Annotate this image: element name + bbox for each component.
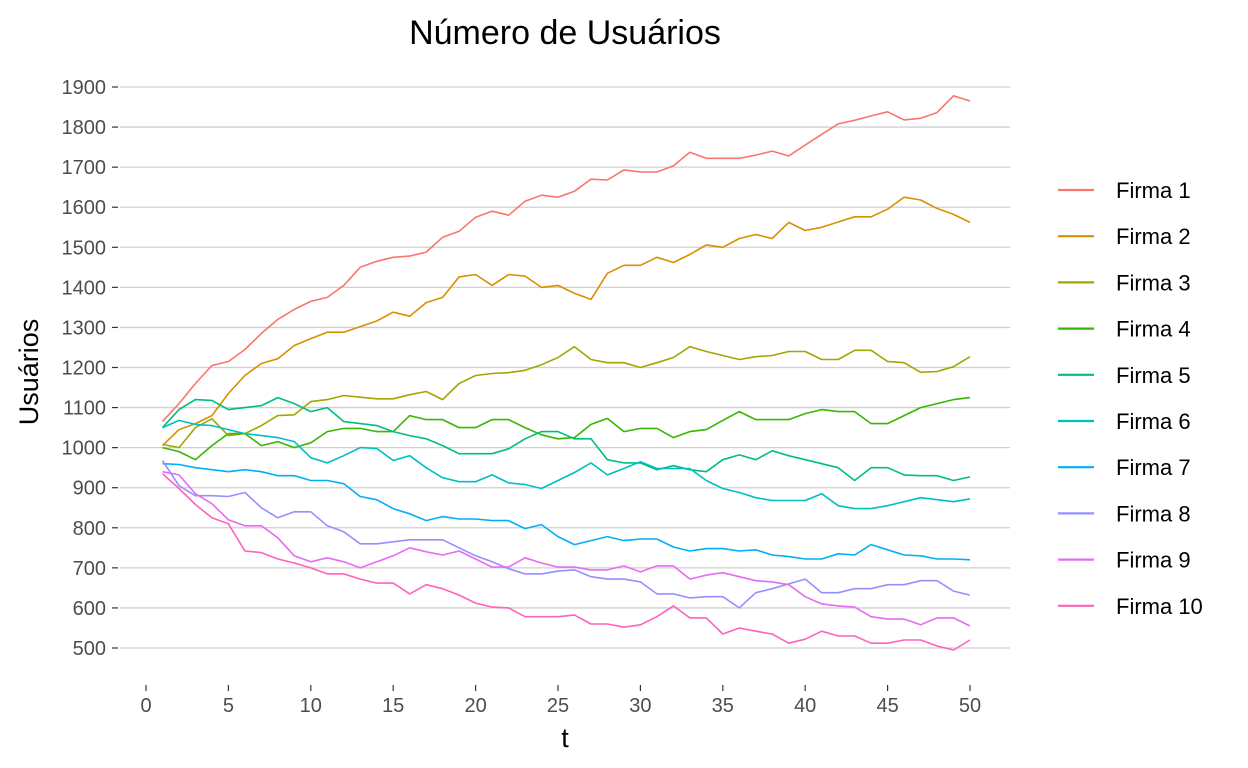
y-tick-label: 1400: [62, 277, 107, 299]
x-tick-label: 10: [300, 695, 322, 717]
y-tick-label: 800: [73, 518, 106, 540]
x-tick-label: 45: [876, 695, 898, 717]
series-line-firma-10: [161, 473, 971, 651]
legend-item-firma-10: Firma 10: [1058, 594, 1203, 619]
y-tick-label: 1100: [63, 398, 106, 420]
legend-item-firma-5: Firma 5: [1058, 363, 1191, 388]
y-axis-label: Usuários: [14, 319, 44, 426]
x-axis-label: t: [561, 723, 569, 753]
series-line-firma-4: [162, 396, 971, 461]
legend-item-firma-1: Firma 1: [1058, 178, 1191, 203]
series-line-firma-7: [162, 462, 971, 561]
y-tick-label: 900: [73, 478, 106, 500]
y-tick-label: 500: [73, 638, 106, 660]
legend-item-firma-3: Firma 3: [1058, 270, 1191, 295]
legend-item-firma-7: Firma 7: [1058, 455, 1191, 480]
y-tick-label: 1800: [62, 117, 107, 139]
legend-item-firma-9: Firma 9: [1058, 548, 1191, 573]
legend-item-firma-2: Firma 2: [1058, 224, 1191, 249]
legend-label: Firma 1: [1116, 178, 1191, 203]
legend-item-firma-8: Firma 8: [1058, 501, 1191, 526]
x-tick-label: 35: [712, 695, 734, 717]
grid: [120, 86, 1010, 649]
x-tick-label: 5: [223, 695, 234, 717]
x-axis: 0 5 10 15 20 25 30 35 40 45 50: [140, 685, 981, 717]
series-line-firma-1: [161, 95, 971, 423]
legend-label: Firma 8: [1116, 501, 1191, 526]
x-tick-label: 15: [382, 695, 404, 717]
y-tick-label: 700: [73, 558, 106, 580]
y-tick-label: 1600: [62, 197, 107, 219]
y-tick-label: 1300: [62, 317, 107, 339]
series-line-firma-5: [161, 396, 971, 482]
series-line-firma-9: [162, 470, 971, 627]
series-line-firma-2: [161, 196, 971, 447]
legend-label: Firma 10: [1116, 594, 1203, 619]
legend-label: Firma 7: [1116, 455, 1191, 480]
y-tick-label: 1700: [62, 157, 107, 179]
legend-label: Firma 2: [1116, 224, 1191, 249]
legend-label: Firma 3: [1116, 270, 1191, 295]
legend: Firma 1 Firma 2 Firma 3 Firma 4 Firma 5 Firma…: [1058, 178, 1203, 619]
series-line-firma-8: [161, 460, 971, 609]
legend-item-firma-4: Firma 4: [1058, 317, 1191, 342]
x-tick-label: 50: [959, 695, 981, 717]
legend-label: Firma 4: [1116, 317, 1191, 342]
y-tick-label: 1200: [62, 358, 107, 380]
legend-item-firma-6: Firma 6: [1058, 409, 1191, 434]
x-tick-label: 0: [140, 695, 151, 717]
y-tick-label: 600: [73, 598, 106, 620]
series-lines: [161, 95, 971, 651]
legend-label: Firma 6: [1116, 409, 1191, 434]
chart-title: Número de Usuários: [409, 14, 721, 52]
x-tick-label: 20: [464, 695, 486, 717]
x-tick-label: 25: [547, 695, 569, 717]
series-line-firma-3: [162, 345, 971, 449]
y-axis: 500 600 700 800 900 1000 1100 1200 1300 1400 1500 1…: [62, 77, 118, 660]
x-tick-label: 30: [629, 695, 651, 717]
y-tick-label: 1500: [62, 237, 107, 259]
y-tick-label: 1900: [62, 77, 107, 99]
y-tick-label: 1000: [62, 438, 107, 460]
legend-label: Firma 5: [1116, 363, 1191, 388]
x-tick-label: 40: [794, 695, 816, 717]
legend-label: Firma 9: [1116, 548, 1191, 573]
series-line-firma-6: [162, 419, 971, 510]
